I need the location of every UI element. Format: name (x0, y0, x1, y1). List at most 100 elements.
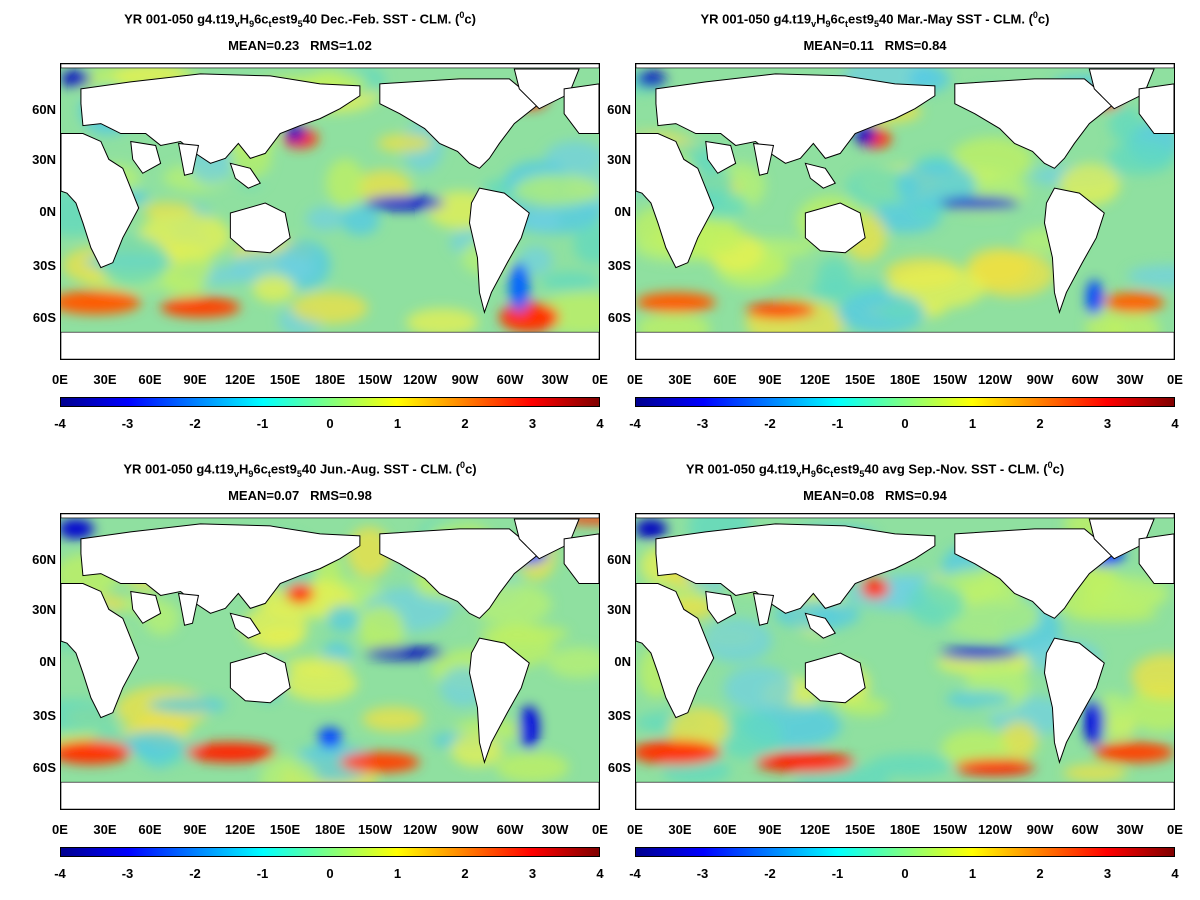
land-southam (1043, 187, 1105, 315)
sst-anomaly-patch (1104, 292, 1165, 313)
land-eurasia (80, 523, 361, 614)
colorbar-tick-label: -3 (696, 866, 709, 881)
land-india (752, 142, 775, 176)
land-australia (229, 652, 291, 704)
colorbar-tick-label: 3 (1103, 416, 1112, 431)
sst-field-patch (879, 302, 919, 322)
colorbar (635, 397, 1175, 407)
title-text: 6c (830, 11, 845, 27)
title-text: est9 (833, 461, 860, 477)
title-text: 6c (254, 11, 269, 27)
map-panel: YR 001-050 g4.t19vH96ctest9540 avg Sep.-… (575, 450, 1183, 900)
land-sea_asia (229, 612, 262, 639)
mean-label: MEAN=0.11 (803, 38, 874, 53)
lon-label: 30W (1116, 372, 1144, 387)
title-sub: 5 (859, 468, 865, 479)
colorbar-tick-label: 2 (1036, 416, 1044, 431)
sst-anomaly-patch (339, 752, 420, 773)
sst-field-patch (1127, 264, 1174, 287)
sst-anomaly-map (635, 513, 1175, 810)
title-text: YR 001-050 g4.t19 (685, 461, 797, 477)
lon-label: 30E (668, 372, 692, 387)
lat-label: 0N (614, 654, 631, 669)
sst-anomaly-patch (499, 302, 560, 333)
colorbar-tick-label: -4 (629, 416, 641, 431)
land-greenland (513, 68, 580, 110)
sst-anomaly-patch (1094, 742, 1174, 763)
sst-field-patch (377, 133, 433, 153)
map-svg (636, 64, 1174, 359)
title-text: 6c (815, 461, 831, 477)
lon-label: 60W (496, 372, 524, 387)
sst-field-patch (450, 731, 503, 767)
lat-label: 60N (607, 102, 631, 117)
lon-label: 180E (889, 372, 921, 387)
sst-field-patch (513, 174, 599, 206)
sst-field-patch (547, 647, 599, 679)
colorbar-tick-label: 0 (326, 416, 334, 431)
sst-field-patch (840, 697, 888, 716)
lon-label: 60E (713, 372, 737, 387)
sst-field-patch (723, 665, 795, 712)
lat-label: 60N (32, 102, 56, 117)
mean-label: MEAN=0.07 (228, 488, 300, 503)
land-antarctica (61, 331, 599, 359)
colorbar-tick-label: 4 (596, 416, 604, 431)
land-australia (804, 202, 866, 254)
sst-anomaly-map (635, 63, 1175, 360)
colorbar-tick-label: 2 (461, 866, 469, 881)
colorbar-tick-label: 0 (326, 866, 334, 881)
title-sub: 9 (249, 18, 255, 29)
colorbar-tick-label: -3 (121, 866, 134, 881)
sst-anomaly-patch (364, 196, 445, 211)
title-sub: t (267, 468, 271, 479)
colorbar-tick-label: 3 (528, 416, 537, 431)
sst-anomaly-patch (939, 197, 1020, 210)
colorbar-tick-label: 3 (528, 866, 537, 881)
sst-field-patch (896, 161, 977, 210)
lon-label: 30W (541, 372, 569, 387)
panel-title: YR 001-050 g4.t19vH96ctest9540 Mar.-May … (575, 10, 1175, 29)
land-eurasia (655, 73, 936, 164)
sst-field-patch (941, 729, 1010, 768)
lon-label: 150W (358, 822, 392, 837)
lat-label: 30S (607, 708, 631, 723)
sst-anomaly-patch (160, 297, 241, 318)
title-text: H (816, 11, 826, 27)
lat-label: 60S (32, 760, 56, 775)
lon-label: 180E (314, 372, 346, 387)
sst-anomaly-map (60, 63, 600, 360)
lon-label: 30E (93, 372, 117, 387)
lon-label: 60W (1071, 372, 1099, 387)
sst-field-patch (1068, 606, 1158, 623)
land-greenland (513, 518, 580, 560)
title-sub: v (234, 18, 240, 29)
lat-label: 60S (607, 310, 631, 325)
lon-label: 150W (933, 372, 967, 387)
sst-field-patch (702, 618, 773, 663)
panel-stats: MEAN=0.11 RMS=0.84 (575, 38, 1175, 53)
panel-stats: MEAN=0.08 RMS=0.94 (575, 488, 1175, 503)
lat-label: 30N (607, 602, 631, 617)
lon-label: 60E (138, 822, 162, 837)
lon-label: 90W (1026, 822, 1054, 837)
title-text: c) (464, 11, 476, 27)
rms-label: RMS=0.98 (310, 488, 372, 503)
sst-field-patch (325, 158, 365, 207)
sst-field-patch (362, 706, 425, 732)
land-africa (61, 583, 140, 719)
panel-title: YR 001-050 g4.t19vH96ctest9540 Dec.-Feb.… (0, 10, 600, 29)
sst-anomaly-patch (61, 740, 131, 765)
colorbar-tick-label: 4 (596, 866, 604, 881)
sst-field-patch (285, 656, 353, 675)
lon-label: 90W (1026, 372, 1054, 387)
land-sea_asia (804, 612, 837, 639)
sst-field-patch (1131, 653, 1174, 700)
colorbar-tick-label: 3 (1103, 866, 1112, 881)
sst-anomaly-map (60, 513, 600, 810)
sst-field-patch (868, 753, 953, 778)
sst-anomaly-patch (755, 752, 856, 773)
sst-field-patch (945, 690, 1013, 708)
title-text: 40 Jun.-Aug. SST - CLM. ( (301, 461, 461, 477)
land-arctic_top (61, 514, 599, 519)
